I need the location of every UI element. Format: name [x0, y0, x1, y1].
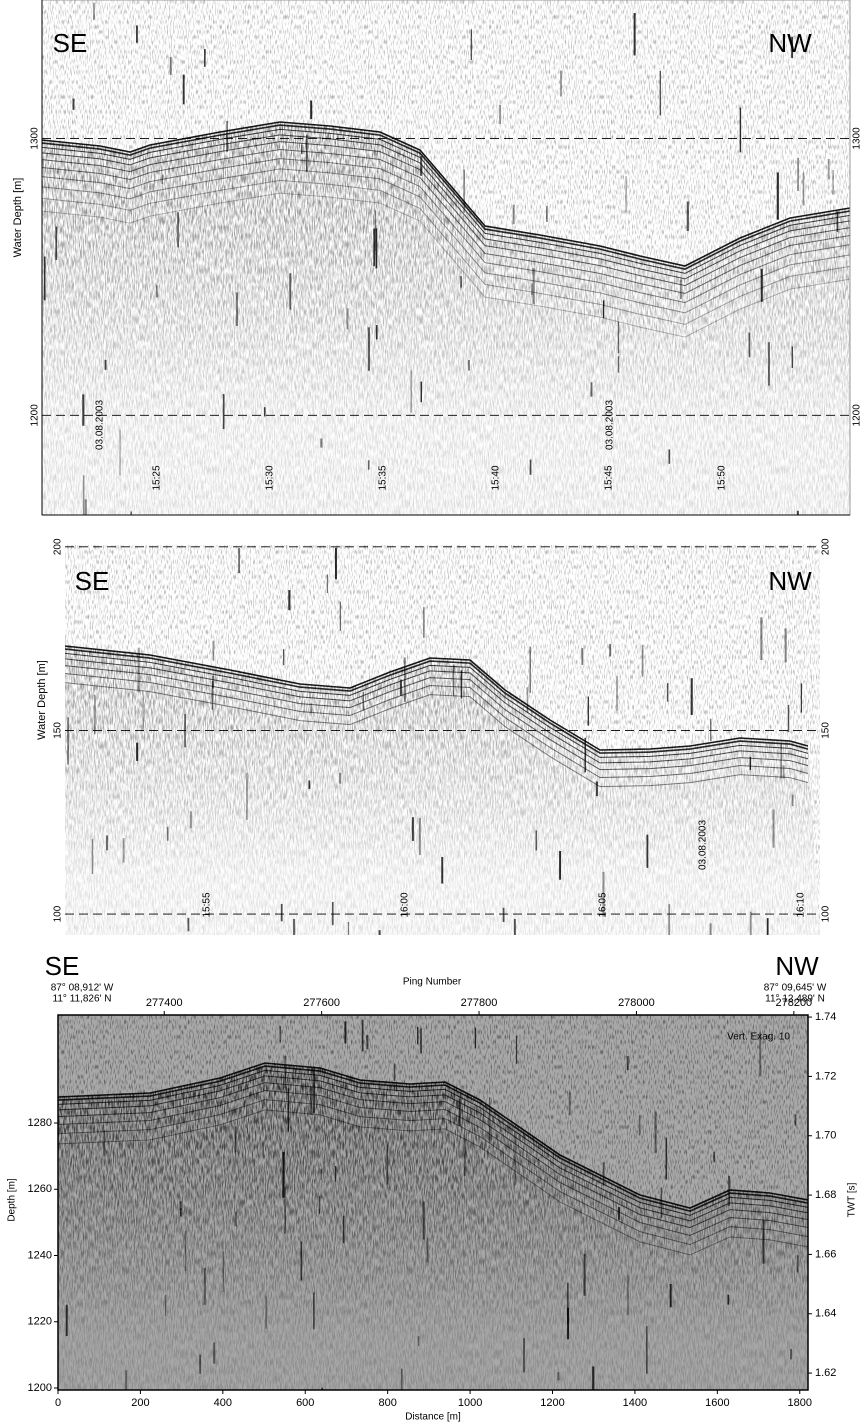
- y2-tick-label: 1.70: [815, 1130, 836, 1142]
- y-tick-label: 1300: [30, 127, 41, 150]
- time-label: 15:55: [202, 892, 213, 917]
- y2-tick-label: 1.68: [815, 1189, 836, 1201]
- x-tick-label: 600: [296, 1397, 314, 1409]
- x-tick-label: 800: [378, 1397, 396, 1409]
- x2-tick-label: 277400: [146, 997, 183, 1009]
- time-label: 16:00: [400, 892, 411, 917]
- direction-right: NW: [775, 951, 819, 981]
- y-axis-title: Water Depth [m]: [36, 660, 48, 740]
- annotation: Vert. Exag. 10: [727, 1032, 790, 1043]
- x-tick-label: 1600: [705, 1397, 729, 1409]
- seismic-image: [58, 1015, 808, 1390]
- reflector: [42, 134, 850, 280]
- reflector: [58, 1062, 808, 1209]
- x-tick-label: 1000: [458, 1397, 482, 1409]
- reflector: [42, 179, 850, 325]
- reflector: [65, 682, 809, 788]
- time-label: 16:10: [796, 892, 807, 917]
- direction-right: NW: [768, 28, 812, 58]
- x-axis-title: Distance [m]: [405, 1412, 461, 1423]
- reflector: [58, 1075, 808, 1222]
- y-tick-label: 200: [53, 538, 64, 555]
- date-label: 03.08.2003: [698, 820, 709, 870]
- direction-left: SE: [45, 951, 80, 981]
- time-label: 15:25: [152, 465, 163, 490]
- y2-tick-label: 1.64: [815, 1308, 836, 1320]
- direction-right: NW: [768, 566, 812, 596]
- reflector: [65, 648, 809, 754]
- y2-tick-label: 1.72: [815, 1070, 836, 1082]
- y-tick-label: 200: [821, 538, 832, 555]
- time-label: 15:45: [604, 465, 615, 490]
- x2-tick-label: 278200: [775, 997, 812, 1009]
- y-tick-label: 1240: [28, 1249, 52, 1261]
- time-label: 15:30: [265, 465, 276, 490]
- y-axis-title: Water Depth [m]: [12, 178, 24, 258]
- seismic-image: [42, 0, 850, 515]
- y-tick-label: 1220: [28, 1316, 52, 1328]
- time-label: 15:50: [717, 465, 728, 490]
- date-label: 03.08.2003: [605, 400, 616, 450]
- reflector: [42, 148, 850, 295]
- reflector: [65, 673, 809, 779]
- x2-tick-label: 277800: [461, 997, 498, 1009]
- frame: [57, 1014, 809, 1391]
- y-tick-label: 1260: [28, 1183, 52, 1195]
- y2-tick-label: 1.74: [815, 1011, 836, 1023]
- time-label: 16:05: [598, 892, 609, 917]
- reflector: [42, 128, 850, 274]
- position-left: 87° 08,912' W: [51, 983, 114, 994]
- reflector: [65, 658, 809, 764]
- reflector: [58, 1069, 808, 1216]
- y-tick-label: 1200: [852, 404, 863, 427]
- time-label: 15:40: [491, 465, 502, 490]
- reflector: [65, 645, 809, 751]
- direction-left: SE: [75, 566, 110, 596]
- y2-tick-label: 1.66: [815, 1248, 836, 1260]
- x-tick-label: 1200: [540, 1397, 564, 1409]
- reflector: [65, 665, 809, 771]
- y-tick-label: 1200: [30, 404, 41, 427]
- x2-tick-label: 277600: [303, 997, 340, 1009]
- y-tick-label: 150: [821, 722, 832, 739]
- date-label: 03.08.2003: [95, 400, 106, 450]
- y2-axis-title: TWT [s]: [847, 1182, 858, 1217]
- reflector: [42, 192, 850, 338]
- reflector: [58, 1099, 808, 1246]
- position-right: 87° 09,645' W: [764, 983, 827, 994]
- x2-axis-title: Ping Number: [403, 977, 462, 988]
- reflector: [42, 124, 850, 270]
- y-tick-label: 1200: [28, 1382, 52, 1394]
- reflector: [65, 652, 809, 758]
- reflector: [42, 168, 850, 314]
- reflector: [42, 158, 850, 304]
- y-tick-label: 100: [821, 905, 832, 922]
- position-left: 11° 11,826' N: [53, 994, 112, 1005]
- x-tick-label: 1400: [623, 1397, 647, 1409]
- reflector: [58, 1109, 808, 1256]
- reflector: [42, 141, 850, 287]
- x-tick-label: 0: [55, 1397, 61, 1409]
- x2-tick-label: 278000: [618, 997, 655, 1009]
- y-tick-label: 1280: [28, 1117, 52, 1129]
- y-axis-title: Depth [m]: [7, 1178, 18, 1222]
- reflector: [42, 121, 850, 267]
- position-right: 11° 12,489' N: [765, 994, 825, 1005]
- reflector: [58, 1082, 808, 1229]
- y-tick-label: 150: [53, 722, 64, 739]
- y-tick-label: 100: [53, 905, 64, 922]
- y-tick-label: 1300: [852, 127, 863, 150]
- x-tick-label: 200: [131, 1397, 149, 1409]
- reflector: [58, 1089, 808, 1237]
- direction-left: SE: [53, 28, 88, 58]
- y2-tick-label: 1.62: [815, 1367, 836, 1379]
- reflector: [58, 1065, 808, 1212]
- seismic-image: [65, 545, 820, 935]
- time-label: 15:35: [378, 465, 389, 490]
- x-tick-label: 1800: [788, 1397, 812, 1409]
- x-tick-label: 400: [214, 1397, 232, 1409]
